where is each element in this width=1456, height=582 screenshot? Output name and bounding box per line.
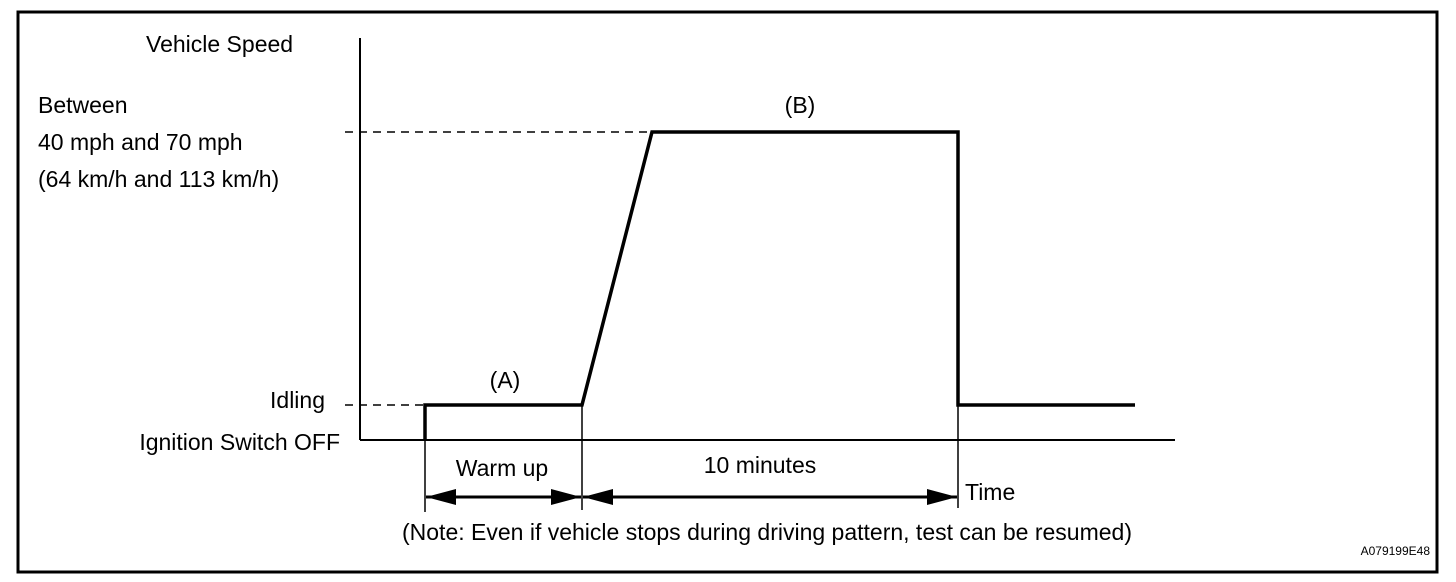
x-axis-label: Time [965, 479, 1015, 505]
ignition-off-label: Ignition Switch OFF [139, 429, 340, 455]
figure-id: A079199E48 [1361, 544, 1431, 558]
speed-profile-line [423, 130, 1135, 440]
frame-border [16, 10, 1439, 574]
duration-label: 10 minutes [704, 452, 817, 478]
idling-label: Idling [270, 387, 325, 413]
phase-a-label: (A) [490, 367, 521, 393]
phase-b-label: (B) [785, 92, 816, 118]
speed-range-line-3: (64 km/h and 113 km/h) [38, 166, 279, 192]
warmup-label: Warm up [456, 455, 548, 481]
speed-range-line-1: Between [38, 92, 128, 118]
note-text: (Note: Even if vehicle stops during driv… [402, 519, 1132, 545]
speed-range-line-2: 40 mph and 70 mph [38, 129, 243, 155]
y-axis-label: Vehicle Speed [146, 31, 293, 57]
